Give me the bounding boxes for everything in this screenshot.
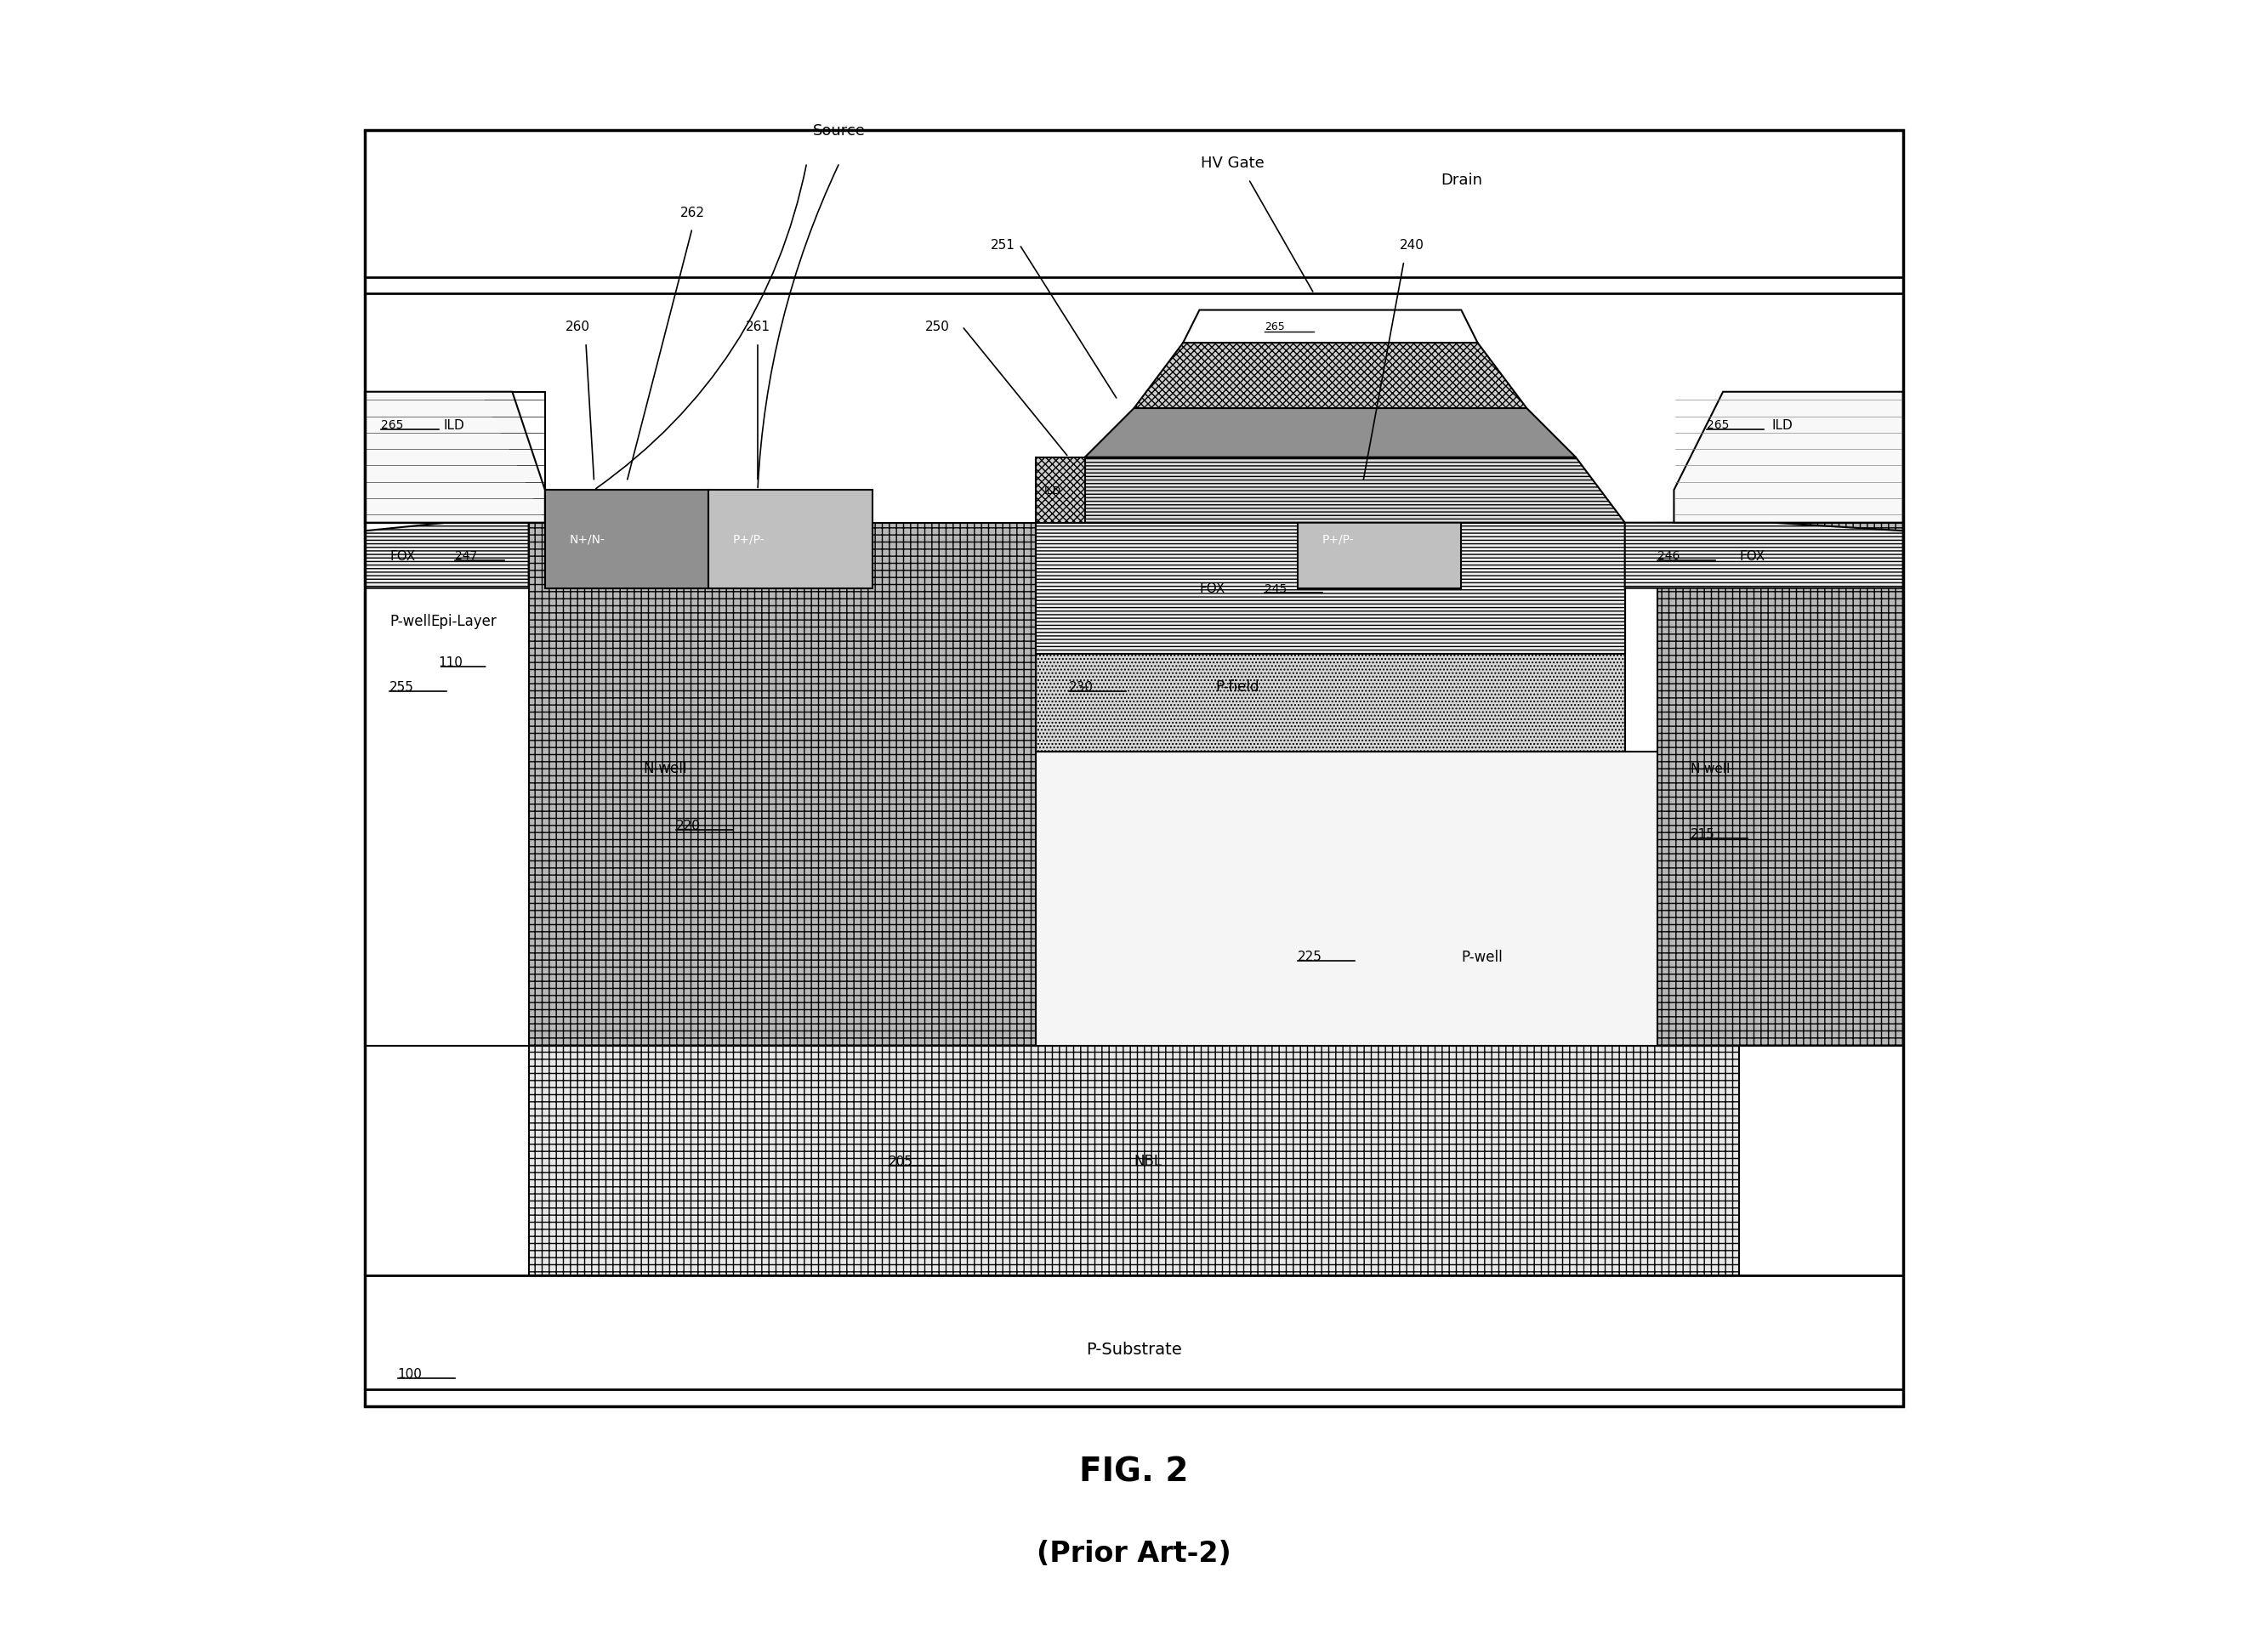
Text: 246: 246 [1658,549,1681,562]
Text: 215: 215 [1690,827,1715,840]
Text: N+/N-: N+/N- [569,533,606,546]
Text: 251: 251 [991,239,1016,252]
Text: 100: 100 [397,1367,422,1380]
Text: 250: 250 [925,320,950,334]
Text: ILD: ILD [1043,486,1061,495]
Bar [544,490,708,589]
Text: P-Substrate: P-Substrate [1086,1341,1182,1357]
Text: FOX: FOX [1740,549,1765,562]
Polygon shape [1184,311,1476,343]
Text: FOX: FOX [390,549,415,562]
Text: N-well: N-well [1690,762,1730,775]
Text: 245: 245 [1266,582,1288,595]
Polygon shape [1036,523,1624,654]
Text: N-well: N-well [644,760,687,777]
Text: Drain: Drain [1440,172,1481,188]
Polygon shape [1134,343,1526,409]
Bar [708,490,873,589]
Text: P-well: P-well [1461,948,1504,965]
Text: FIG. 2: FIG. 2 [1080,1455,1188,1488]
Bar [365,131,1903,1406]
Polygon shape [365,523,528,589]
Bar [365,294,1903,1275]
Text: P-field: P-field [1216,679,1259,695]
Text: Source: Source [814,123,866,139]
Text: FOX: FOX [1200,582,1225,595]
Text: P+/P-: P+/P- [1322,533,1354,546]
Bar [1036,523,1624,752]
Text: ILD: ILD [445,419,465,432]
Bar [528,523,1036,1046]
Text: 265: 265 [1266,322,1286,332]
Bar [1036,752,1755,1046]
Text: Epi-Layer: Epi-Layer [431,613,497,629]
Bar [365,523,528,1046]
Text: 220: 220 [676,819,701,832]
Text: P-well: P-well [390,613,431,629]
Polygon shape [1036,458,1624,523]
Polygon shape [1084,409,1576,458]
Bar [528,1046,1740,1275]
Text: 205: 205 [889,1154,914,1167]
Text: NBL: NBL [1134,1153,1161,1169]
Bar [1658,523,1903,1046]
Bar [1297,490,1461,589]
Text: 265: 265 [381,419,404,432]
Bar [365,278,1903,1390]
Text: 225: 225 [1297,950,1322,963]
Text: HV Gate: HV Gate [1200,155,1263,172]
Text: 247: 247 [456,549,476,562]
Text: 262: 262 [680,206,705,219]
Polygon shape [1674,392,1903,523]
Polygon shape [1624,523,1903,589]
Text: 260: 260 [565,320,590,334]
Polygon shape [365,392,528,523]
Text: (Prior Art-2): (Prior Art-2) [1036,1539,1232,1568]
Text: 240: 240 [1399,239,1424,252]
Text: 265: 265 [1706,419,1728,432]
Polygon shape [365,392,544,523]
Text: 230: 230 [1068,680,1093,693]
Bar [365,392,544,523]
Text: P+/P-: P+/P- [733,533,764,546]
Text: 255: 255 [390,680,415,693]
Text: 110: 110 [438,656,463,669]
Polygon shape [1036,458,1084,523]
Text: ILD: ILD [1771,419,1794,432]
Text: 261: 261 [746,320,771,334]
